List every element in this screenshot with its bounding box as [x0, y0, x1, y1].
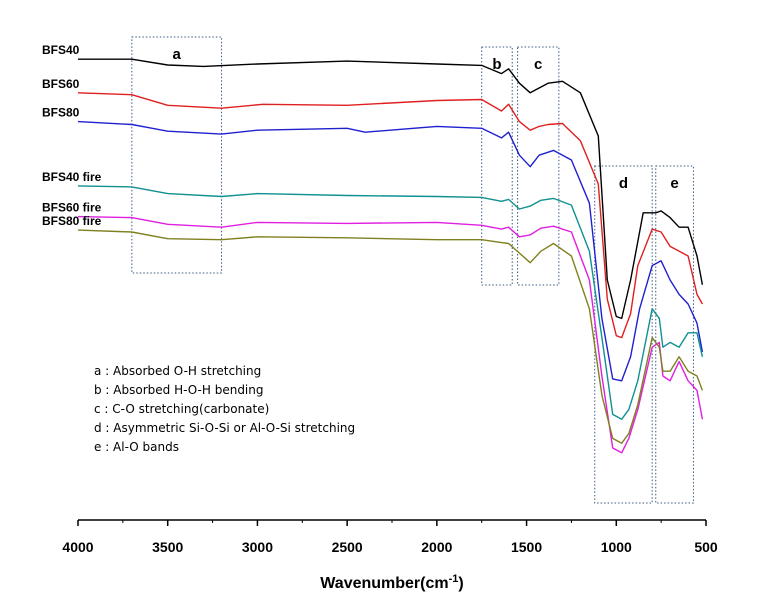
- x-tick-label-1500: 1500: [511, 539, 542, 555]
- region-label-e: e: [670, 175, 678, 192]
- annotation-line: b : Absorbed H-O-H bending: [94, 383, 264, 397]
- spectra-lines: [77, 58, 704, 454]
- x-tick-label-2500: 2500: [332, 539, 363, 555]
- x-axis: 4000 3500 3000 2500 2000 1500 1000 500: [62, 519, 718, 555]
- series-label-bfs40: BFS40: [42, 43, 80, 57]
- series-line-bfs60: [77, 92, 704, 339]
- x-tick-label-500: 500: [694, 539, 718, 555]
- x-tick-label-3000: 3000: [242, 539, 273, 555]
- series-label-bfs80: BFS80: [42, 106, 80, 120]
- x-tick-label-3500: 3500: [152, 539, 183, 555]
- annotation-line: d : Asymmetric Si-O-Si or Al-O-Si stretc…: [94, 421, 355, 435]
- region-box-b: [481, 46, 513, 286]
- series-label-bfs60: BFS60: [42, 77, 80, 91]
- annotation-legend: a : Absorbed O-H stretching b : Absorbed …: [94, 364, 355, 454]
- region-box-e: [655, 165, 694, 504]
- series-line-bfs40-fire: [77, 185, 704, 420]
- x-tick-label-1000: 1000: [601, 539, 632, 555]
- annotation-line: a : Absorbed O-H stretching: [94, 364, 261, 378]
- annotation-line: e : Al-O bands: [94, 440, 179, 454]
- region-box-a: [131, 36, 223, 274]
- region-label-b: b: [492, 56, 501, 73]
- series-line-bfs80-fire: [77, 229, 704, 444]
- series-line-bfs40: [78, 58, 704, 320]
- series-label-bfs40-fire: BFS40 fire: [42, 170, 102, 184]
- x-axis-title: Wavenumber(cm-1): [320, 573, 463, 592]
- region-label-a: a: [173, 46, 182, 63]
- series-line-bfs60-fire: [77, 215, 704, 454]
- region-label-c: c: [534, 56, 542, 73]
- x-tick-label-2000: 2000: [421, 539, 452, 555]
- series-line-bfs80: [77, 120, 704, 382]
- region-box-d: [594, 165, 653, 504]
- annotation-line: c : C-O stretching(carbonate): [94, 402, 269, 416]
- series-label-bfs80-fire: BFS80 fire: [42, 214, 102, 228]
- series-label-bfs60-fire: BFS60 fire: [42, 201, 102, 215]
- region-label-d: d: [619, 175, 628, 192]
- region-boxes: a b c d e: [131, 36, 694, 504]
- x-tick-label-4000: 4000: [62, 539, 93, 555]
- series-labels: BFS40 BFS60 BFS80 BFS40 fire BFS60 fireBFS80…: [42, 43, 102, 228]
